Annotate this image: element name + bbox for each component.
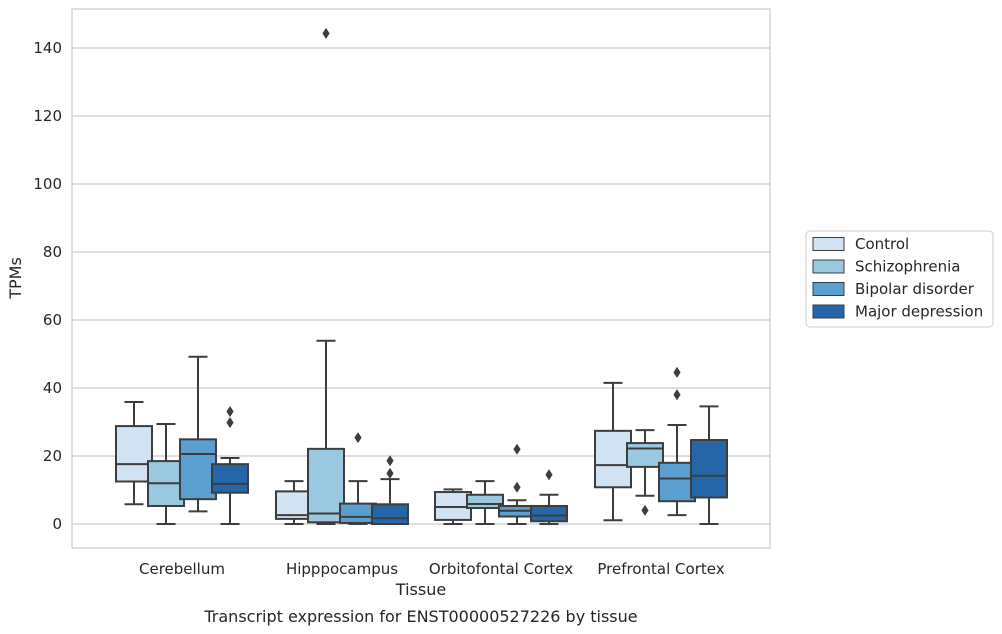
legend-swatch — [812, 282, 845, 296]
box-1-0 — [147, 423, 185, 525]
outlier-point — [545, 469, 553, 481]
outlier-point — [354, 432, 362, 444]
iqr-box — [466, 493, 504, 510]
x-axis-title: Tissue — [395, 580, 446, 599]
outlier-point — [322, 27, 330, 39]
iqr-box — [434, 491, 472, 521]
legend-label: Bipolar disorder — [855, 280, 975, 298]
iqr-box — [530, 504, 568, 523]
legend-items: Control Schizophrenia Bipolar disorder Majo… — [812, 235, 983, 321]
x-tick-label: Cerebellum — [139, 560, 225, 578]
outlier-point — [673, 366, 681, 378]
outlier-point — [513, 481, 521, 493]
legend-label: Major depression — [855, 303, 983, 321]
boxes-layer — [115, 27, 728, 525]
y-tick-label: 140 — [33, 39, 62, 57]
ticks-layer: 0 20 40 60 80 100 120 140 Cerebellum Hipppocampus… — [33, 39, 724, 578]
y-tick-label: 120 — [33, 107, 62, 125]
outlier-point — [513, 443, 521, 455]
box-2-0 — [179, 355, 217, 513]
iqr-box — [594, 429, 632, 489]
box-1-1 — [307, 27, 345, 525]
y-tick-label: 80 — [43, 243, 62, 261]
gridlines — [72, 47, 770, 525]
iqr-box — [339, 502, 377, 524]
y-tick-label: 100 — [33, 175, 62, 193]
box-0-2 — [434, 488, 472, 525]
box-2-1 — [339, 432, 377, 525]
outlier-point — [226, 405, 234, 417]
box-2-2 — [498, 443, 536, 525]
legend-swatch — [812, 259, 845, 274]
box-1-3 — [626, 429, 664, 516]
iqr-box — [115, 425, 153, 483]
legend-swatch — [812, 304, 845, 319]
y-tick-label: 20 — [43, 447, 62, 465]
box-3-3 — [690, 405, 728, 525]
box-3-0 — [211, 405, 249, 525]
outlier-point — [641, 504, 649, 516]
y-tick-label: 60 — [43, 311, 62, 329]
x-tick-label: Orbitofontal Cortex — [429, 560, 573, 578]
iqr-box — [179, 438, 217, 501]
figure-caption: Transcript expression for ENST0000052722… — [203, 607, 637, 626]
x-tick-label: Hipppocampus — [286, 560, 398, 578]
legend: Control Schizophrenia Bipolar disorder Majo… — [805, 230, 994, 328]
legend-label: Control — [855, 235, 909, 253]
box-0-0 — [115, 400, 153, 506]
box-3-2 — [530, 469, 568, 525]
y-axis-title: TPMs — [6, 257, 25, 300]
box-0-3 — [594, 381, 632, 522]
box-0-1 — [275, 480, 313, 525]
outlier-point — [226, 417, 234, 429]
legend-swatch — [812, 237, 845, 251]
y-tick-label: 40 — [43, 379, 62, 397]
iqr-box — [690, 439, 728, 499]
iqr-box — [371, 503, 409, 525]
iqr-box — [658, 461, 696, 503]
box-3-1 — [371, 455, 409, 525]
box-2-3 — [658, 366, 696, 517]
iqr-box — [626, 442, 664, 468]
x-tick-label: Prefrontal Cortex — [597, 560, 724, 578]
outlier-point — [386, 455, 394, 467]
y-tick-label: 0 — [52, 515, 62, 533]
plot-frame — [71, 8, 771, 549]
legend-label: Schizophrenia — [855, 258, 960, 276]
outlier-point — [673, 389, 681, 401]
box-1-2 — [466, 480, 504, 525]
iqr-box — [211, 463, 249, 494]
outlier-point — [386, 467, 394, 479]
legend-frame — [805, 230, 994, 328]
iqr-box — [307, 447, 345, 524]
